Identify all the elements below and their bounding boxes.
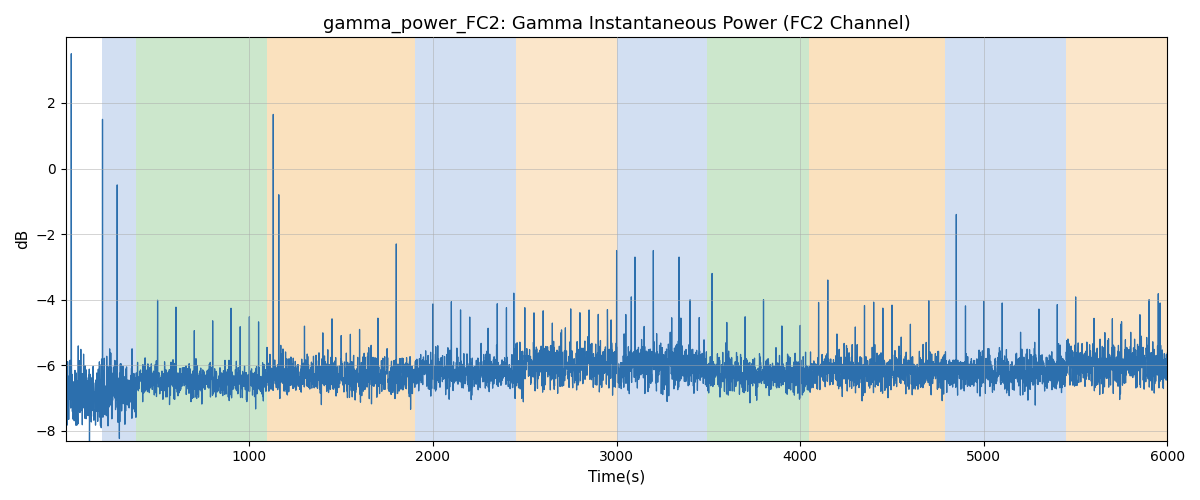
Title: gamma_power_FC2: Gamma Instantaneous Power (FC2 Channel): gamma_power_FC2: Gamma Instantaneous Pow…	[323, 15, 911, 34]
Bar	[707, 38, 809, 440]
Bar	[617, 38, 707, 440]
Bar	[266, 38, 415, 440]
Bar	[809, 38, 946, 440]
Bar	[137, 38, 266, 440]
X-axis label: Time(s): Time(s)	[588, 470, 646, 485]
Bar	[516, 38, 617, 440]
Bar	[415, 38, 516, 440]
Bar	[946, 38, 1067, 440]
Y-axis label: dB: dB	[16, 229, 30, 249]
Bar	[1067, 38, 1168, 440]
Bar	[102, 38, 137, 440]
